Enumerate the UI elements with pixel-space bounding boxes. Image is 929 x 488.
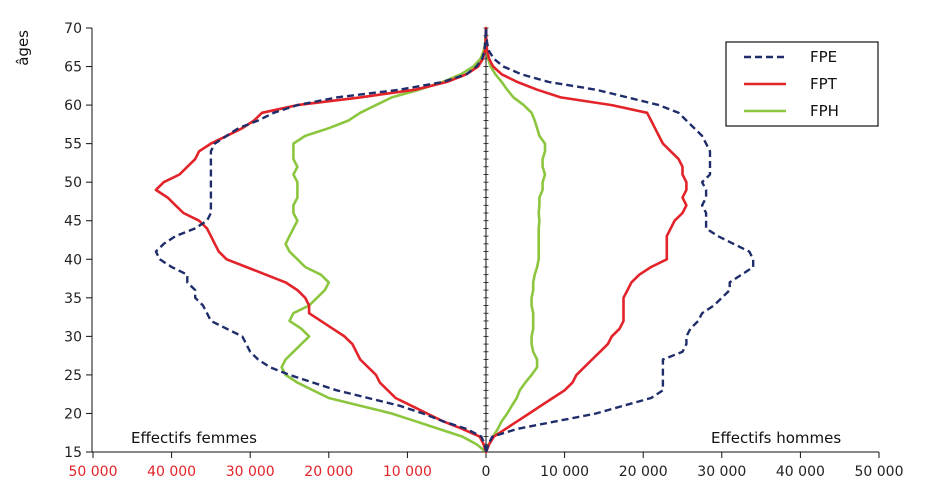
x-tick-label: 30 000 [226,464,275,480]
legend-label-fpe: FPE [810,48,837,66]
series-line-fpe-women [154,27,488,453]
series-line-fpt-men [484,26,688,454]
x-tick-label: 20 000 [619,464,668,480]
series-line-fpe-men [484,27,755,453]
y-tick-label: 25 [64,368,82,384]
x-tick-label: 50 000 [69,464,118,480]
y-tick-label: 70 [64,21,82,37]
y-tick-label: 55 [64,137,82,153]
annotation-men: Effectifs hommes [711,429,841,447]
legend-label-fph: FPH [810,102,839,120]
y-tick-label: 45 [64,214,82,230]
y-tick-label: 15 [64,445,82,461]
y-tick-label: 20 [64,406,82,422]
y-axis-title: âges [14,30,32,66]
series-line-fph-men [484,26,547,454]
y-tick-label: 35 [64,291,82,307]
x-tick-label: 40 000 [776,464,825,480]
series-line-fpt-women [154,26,488,454]
y-tick-label: 65 [64,60,82,76]
series-layer [154,26,755,454]
y-tick-label: 60 [64,98,82,114]
legend: FPE FPT FPH [725,41,879,127]
legend-label-fpt: FPT [810,75,838,93]
y-tick-label: 30 [64,329,82,345]
y-tick-label: 40 [64,252,82,268]
x-tick-label: 20 000 [304,464,353,480]
y-axis: 15 20 25 30 35 40 45 50 55 60 65 70 [64,21,93,461]
x-tick-label: 30 000 [697,464,746,480]
x-tick-label: 40 000 [147,464,196,480]
x-tick-label: 50 000 [855,464,904,480]
y-tick-label: 50 [64,175,82,191]
series-line-fph-women [280,26,488,454]
x-axis: 50 000 40 000 30 000 20 000 10 000 0 10 000 20 … [69,451,904,480]
x-tick-label: 0 [482,464,491,480]
center-axis [483,27,489,453]
annotation-women: Effectifs femmes [131,429,257,447]
x-tick-label: 10 000 [383,464,432,480]
x-tick-label: 10 000 [540,464,589,480]
